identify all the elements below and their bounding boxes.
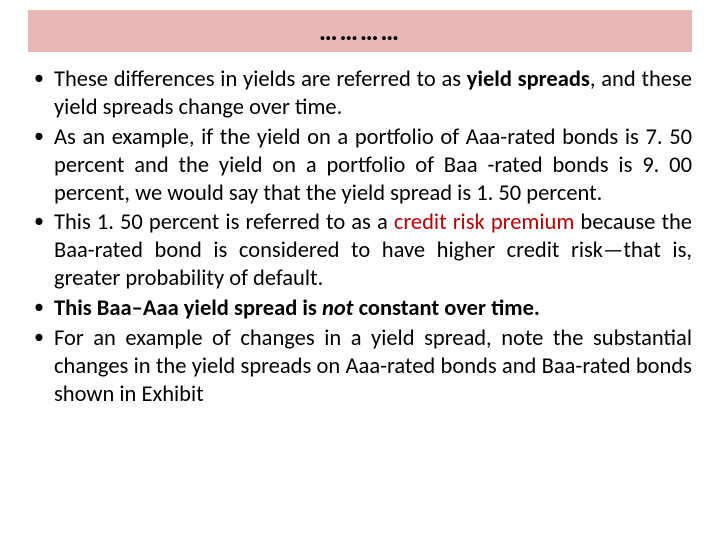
text-segment: yield spreads [467,66,590,93]
text-segment: constant over time. [353,295,539,322]
header-dots: ………… [319,15,401,47]
text-segment: This Baa–Aaa yield spread is [54,295,322,322]
bullet-item: As an example, if the yield on a portfol… [28,124,692,208]
bullet-item: These differences in yields are referred… [28,66,692,122]
slide-content: These differences in yields are referred… [0,66,720,409]
bullet-list: These differences in yields are referred… [28,66,692,409]
text-segment: These differences in yields are referred… [54,66,467,93]
text-segment: not [322,295,354,322]
text-segment: As an example, if the yield on a portfol… [54,124,692,207]
header-bar: ………… [28,10,692,52]
bullet-item: This 1. 50 percent is referred to as a c… [28,209,692,293]
text-segment: This 1. 50 percent is referred to as a [54,209,394,236]
bullet-item: This Baa–Aaa yield spread is not constan… [28,295,692,323]
bullet-item: For an example of changes in a yield spr… [28,325,692,409]
text-segment: credit risk premium [394,209,581,236]
text-segment: For an example of changes in a yield spr… [54,325,692,408]
